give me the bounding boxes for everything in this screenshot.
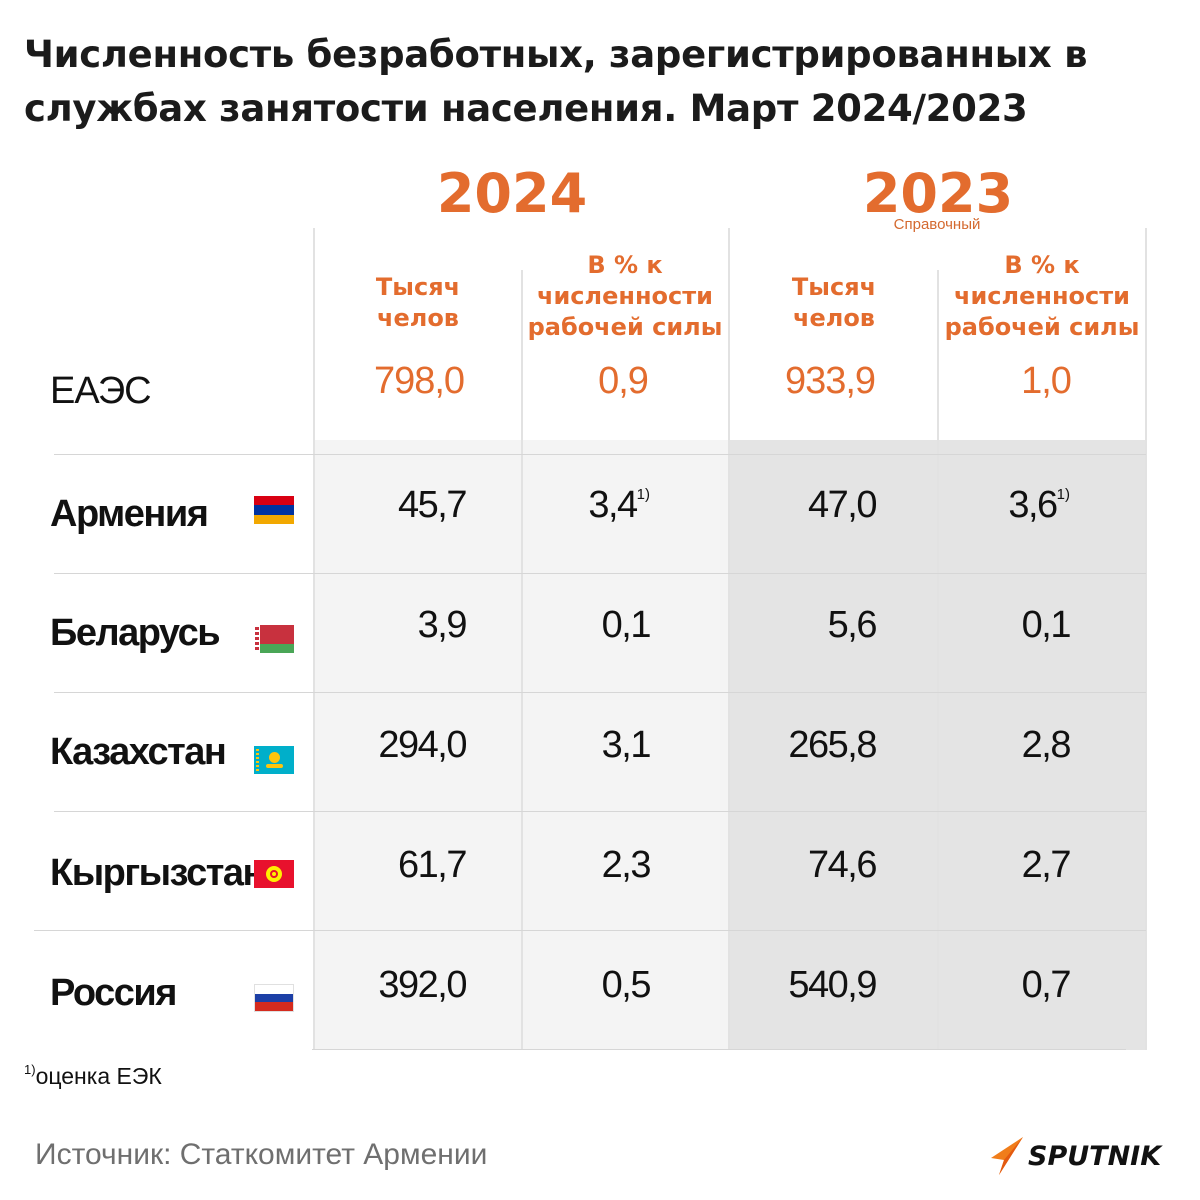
- row-divider: [54, 811, 1146, 812]
- table-cell: 2,8: [1021, 724, 1072, 766]
- table-cell: 3,1: [601, 724, 652, 766]
- kazakhstan-flag: [254, 746, 294, 774]
- table-cell: 47,0: [808, 484, 877, 526]
- year-2023-header: 2023: [862, 162, 1014, 225]
- row-divider: [54, 692, 1146, 693]
- belarus-flag: [254, 625, 294, 653]
- col-header-2024-thousand: Тысяч челов: [375, 273, 461, 332]
- col-bg-2024-thousand: [314, 440, 521, 1050]
- table-cell: 2,3: [601, 844, 652, 886]
- total-2023-percent: 1,0: [1021, 360, 1072, 402]
- col-header-2023-thousand: Тысяч челов: [791, 273, 877, 332]
- table-cell: 294,0: [378, 724, 467, 766]
- table-cell: 45,7: [398, 484, 467, 526]
- country-label: Кыргызстан: [50, 852, 265, 894]
- col-header-2023-percent: В % к численности рабочей силы: [944, 251, 1140, 341]
- total-row-label: ЕАЭС: [50, 370, 152, 412]
- row-divider: [54, 573, 1146, 574]
- armenia-flag: [254, 496, 294, 524]
- footnote-mark: 1): [636, 486, 650, 503]
- column-divider: [1145, 228, 1147, 1050]
- column-divider: [937, 270, 939, 1050]
- year-2024-header: 2024: [436, 162, 588, 225]
- table-cell: 3,41): [588, 484, 650, 526]
- russia-flag: [254, 984, 294, 1012]
- row-divider: [54, 454, 1146, 455]
- sputnik-logo-icon: [991, 1137, 1023, 1175]
- country-label: Армения: [50, 493, 209, 535]
- table-cell: 3,9: [417, 604, 468, 646]
- total-2024-percent: 0,9: [598, 360, 649, 402]
- table-cell: 392,0: [378, 964, 467, 1006]
- total-2023-thousand: 933,9: [784, 360, 876, 402]
- kyrgyzstan-flag: [254, 860, 294, 888]
- total-2024-thousand: 798,0: [373, 360, 465, 402]
- chart-title: Численность безработных, зарегистрирован…: [24, 33, 1088, 130]
- row-divider: [312, 1049, 1126, 1050]
- source-text: Источник: Статкомитет Армении: [35, 1138, 488, 1171]
- column-divider: [521, 270, 523, 1050]
- table-cell: 265,8: [788, 724, 877, 766]
- year-2023-note: Справочный: [893, 216, 981, 233]
- column-divider: [728, 228, 730, 1050]
- table-cell: 0,1: [1021, 604, 1072, 646]
- col-header-2024-percent: В % к численности рабочей силы: [527, 251, 723, 341]
- row-divider: [34, 930, 1146, 931]
- table-cell: 0,1: [601, 604, 652, 646]
- table-cell: 3,61): [1008, 484, 1070, 526]
- column-divider: [313, 228, 315, 1050]
- country-label: Россия: [50, 972, 177, 1014]
- col-bg-2024-percent: [523, 440, 728, 1050]
- table-cell: 61,7: [398, 844, 467, 886]
- table-cell: 540,9: [788, 964, 877, 1006]
- brand-name: SPUTNIK: [1028, 1141, 1162, 1172]
- table-cell: 0,7: [1021, 964, 1072, 1006]
- table-cell: 2,7: [1021, 844, 1072, 886]
- table-cell: 5,6: [827, 604, 878, 646]
- col-bg-2023-thousand: [730, 440, 937, 1050]
- table-cell: 74,6: [808, 844, 877, 886]
- footnote: 1)оценка ЕЭК: [24, 1062, 162, 1089]
- col-bg-2023-percent: [939, 440, 1146, 1050]
- country-label: Казахстан: [50, 731, 227, 773]
- country-label: Беларусь: [50, 612, 221, 654]
- footnote-mark: 1): [1056, 486, 1070, 503]
- table-cell: 0,5: [601, 964, 652, 1006]
